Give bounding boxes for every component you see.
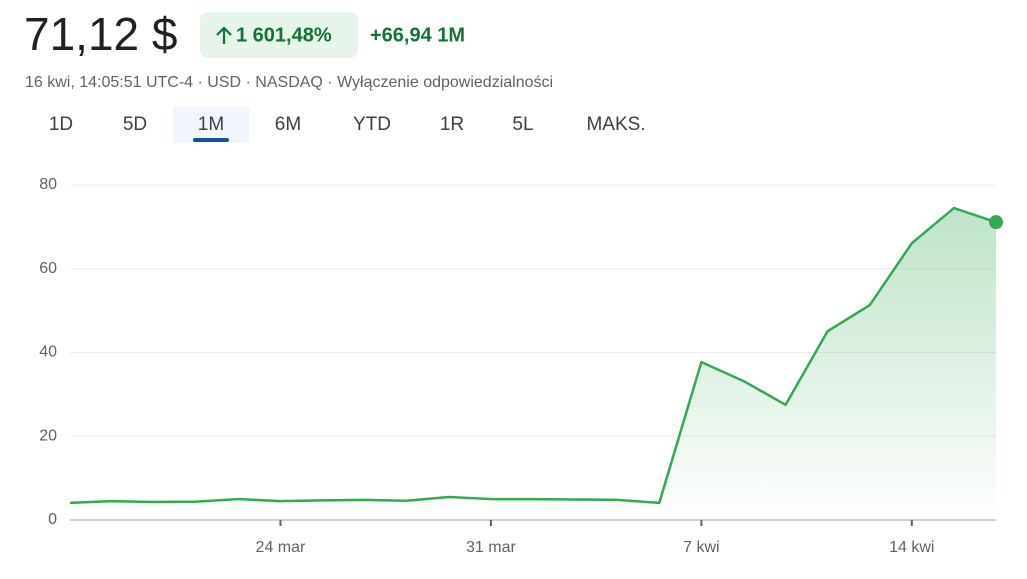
x-tick-label: 7 kwi [683,539,719,556]
tab[interactable]: 1D [49,114,73,135]
tab[interactable]: 5D [123,114,147,135]
tab[interactable]: 1M [198,114,224,135]
change-percent: 1 601,48% [236,24,332,46]
change-badge [200,12,358,58]
meta-line: 16 kwi, 14:05:51 UTC-4 · USD · NASDAQ · … [25,74,553,91]
y-tick-label: 60 [39,260,57,277]
tab[interactable]: 6M [275,114,301,135]
up-arrow [216,26,232,44]
tab[interactable]: 1R [440,114,464,135]
end-dot [989,215,1003,230]
x-tick-label: 24 mar [256,539,306,556]
area [70,208,996,520]
x-tick-label: 14 kwi [889,539,934,556]
tab[interactable]: YTD [353,114,391,135]
x-tick-label: 31 mar [466,539,516,556]
tab-selected-bg [173,107,249,143]
y-tick-label: 80 [39,176,57,193]
y-tick-label: 20 [39,427,57,444]
y-tick-label: 0 [48,511,57,528]
y-tick-label: 40 [39,344,57,361]
range-tabs: 1D 5D 1M 6M YTD 1R 5L MAKS. [49,107,646,143]
change-absolute: +66,94 1M [370,24,465,46]
tab[interactable]: MAKS. [586,114,645,135]
tab-underline [193,138,229,142]
plot: 0 20 40 60 80 24 mar 31 mar 7 kwi 14 kwi [39,176,1003,556]
tab[interactable]: 5L [512,114,533,135]
price: 71,12 $ [24,8,177,60]
line [69,206,997,505]
